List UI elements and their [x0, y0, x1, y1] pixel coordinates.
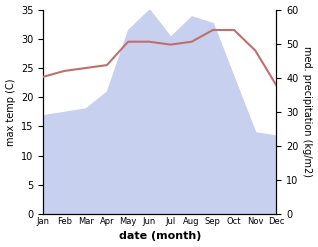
Y-axis label: med. precipitation (kg/m2): med. precipitation (kg/m2) — [302, 46, 313, 177]
Y-axis label: max temp (C): max temp (C) — [5, 78, 16, 145]
X-axis label: date (month): date (month) — [119, 231, 201, 242]
